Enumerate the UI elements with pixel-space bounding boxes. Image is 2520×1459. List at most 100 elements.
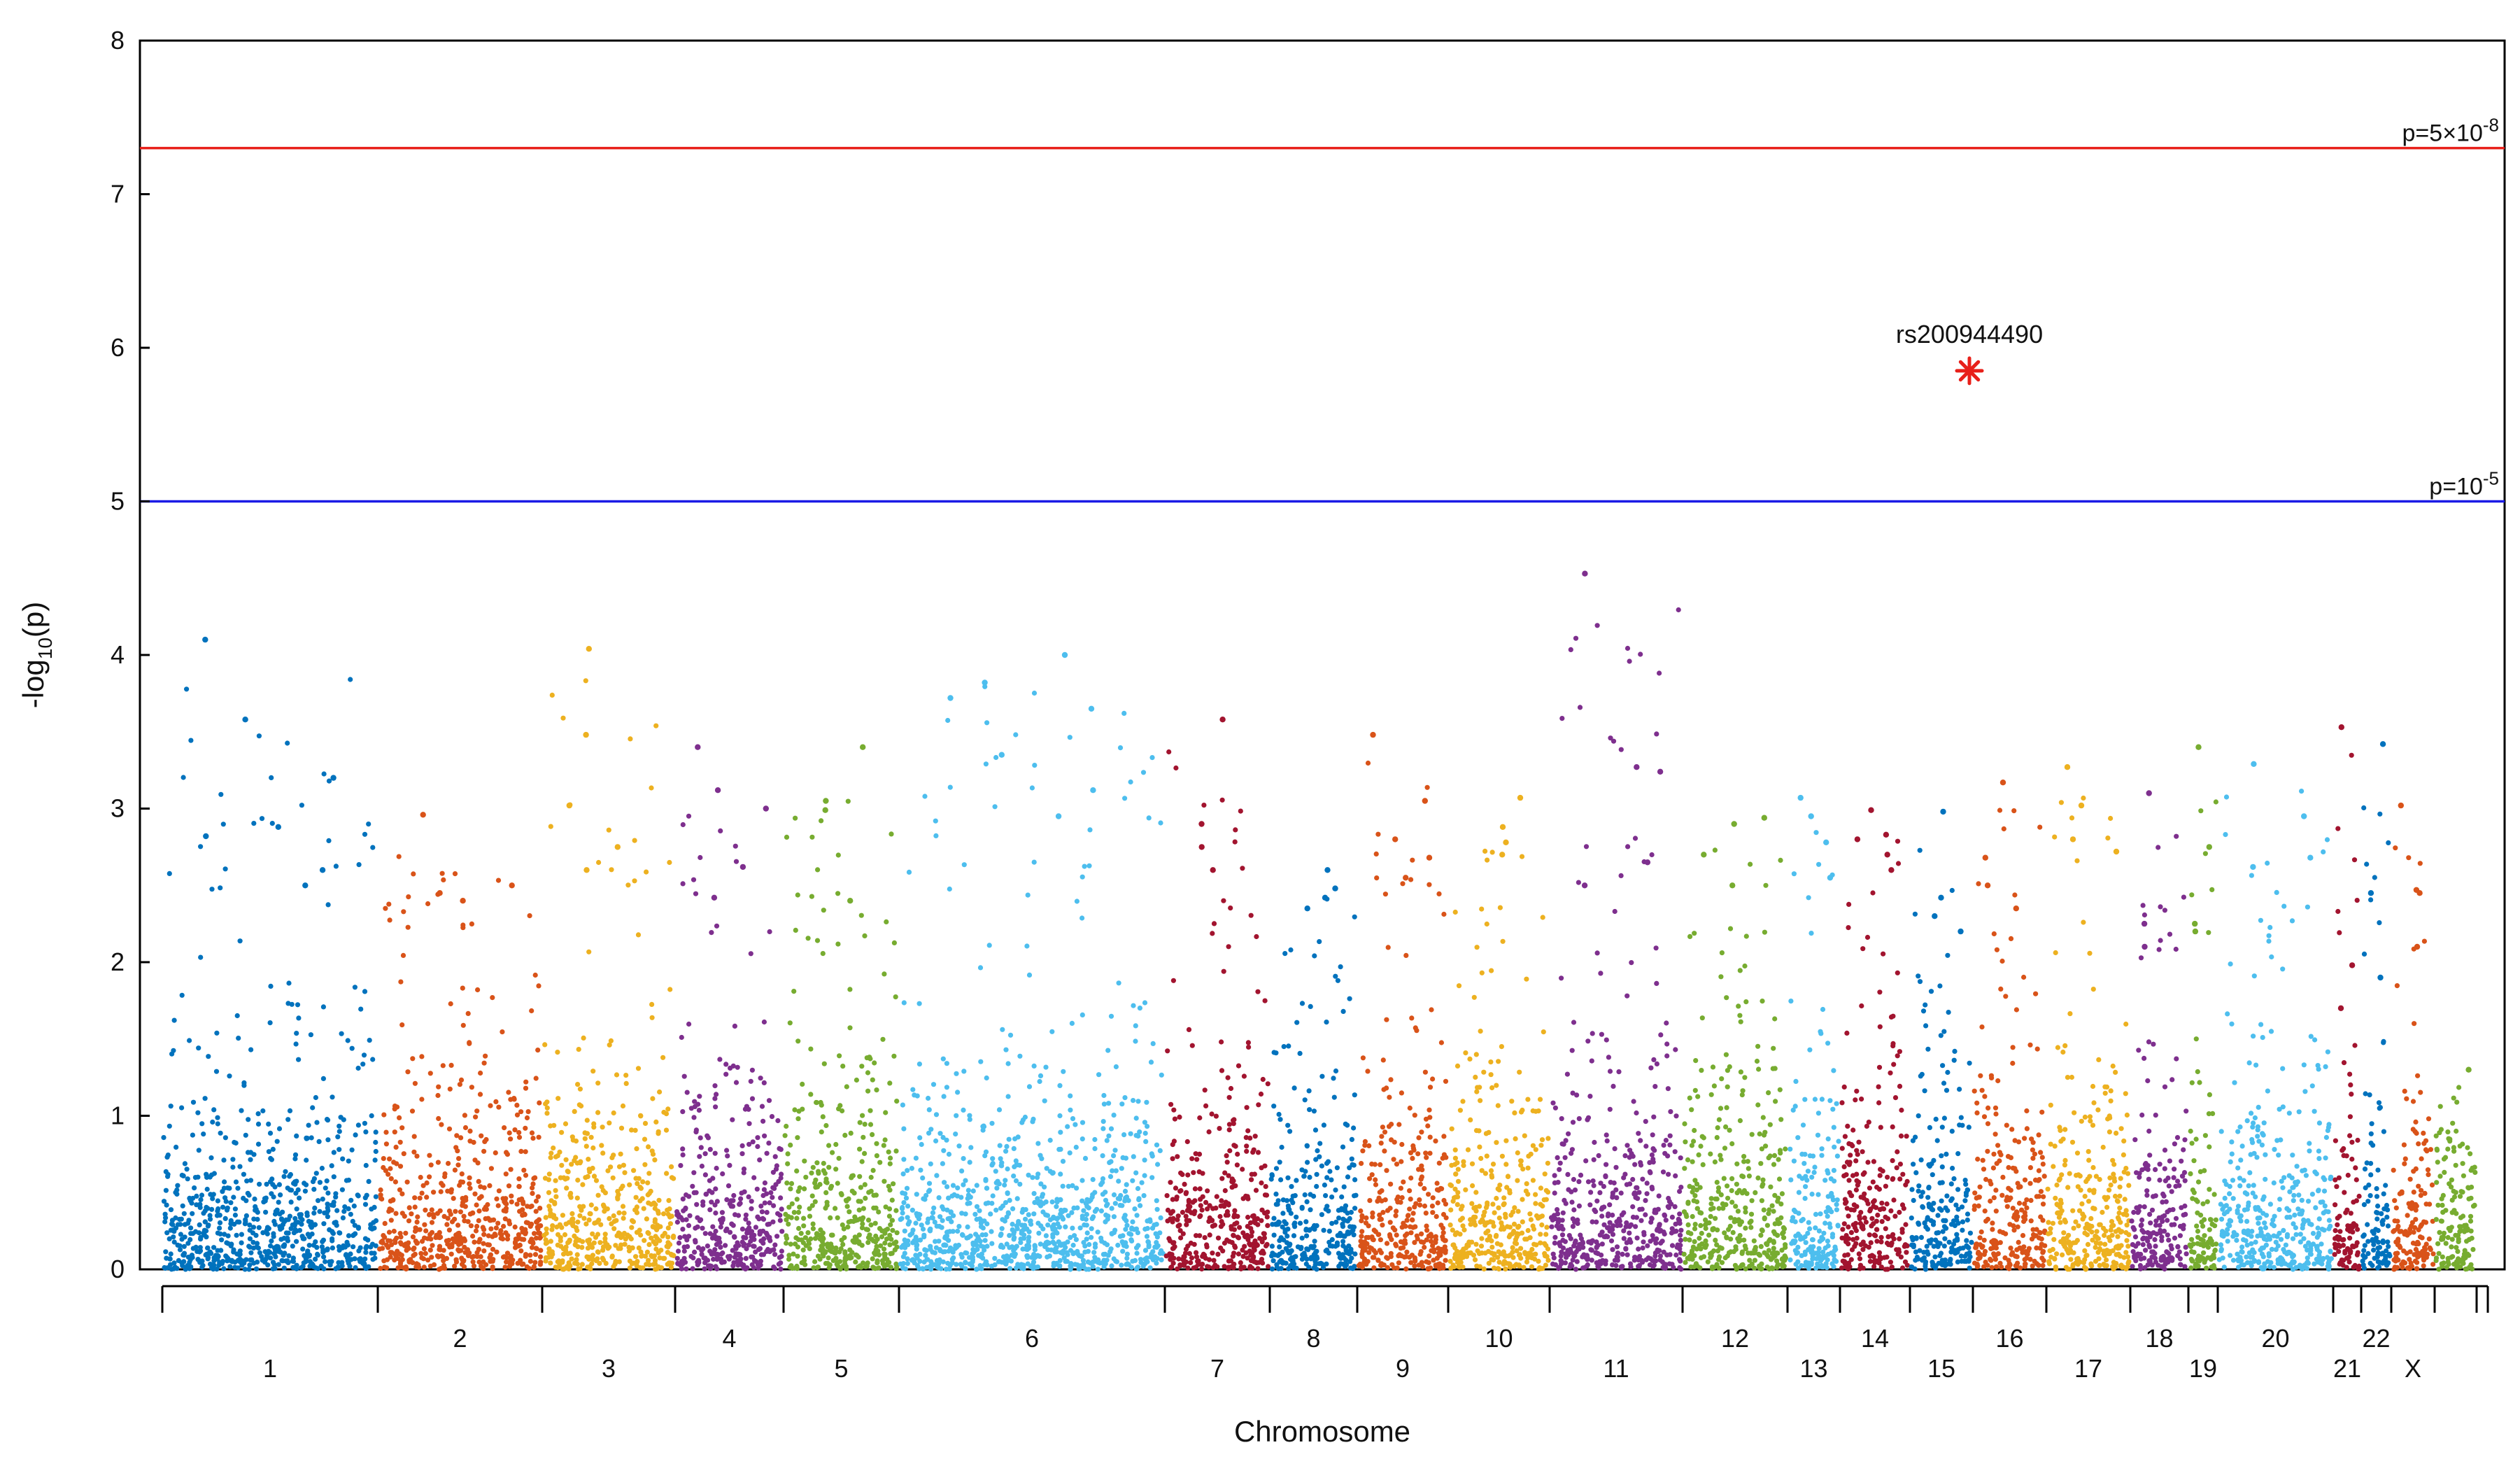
snp-point [1116, 980, 1121, 986]
snp-point [1543, 1262, 1548, 1268]
snp-point [563, 1248, 569, 1253]
snp-point [1299, 1167, 1305, 1173]
snp-point [1194, 1233, 1199, 1239]
snp-point [807, 1213, 813, 1219]
snp-point [325, 902, 331, 908]
snp-point [1049, 1171, 1055, 1176]
snp-point [1142, 1000, 1148, 1006]
snp-point [1124, 1255, 1130, 1261]
snp-point [839, 1237, 844, 1243]
snp-point [1503, 1260, 1509, 1266]
snp-point [409, 1211, 414, 1217]
snp-point [910, 1257, 916, 1262]
snp-point [1133, 1133, 1139, 1139]
snp-point [857, 1216, 863, 1222]
snp-point [777, 1218, 783, 1223]
snp-point [190, 1246, 196, 1251]
snp-point [568, 1194, 574, 1200]
snp-point [837, 1053, 842, 1059]
snp-point [1317, 939, 1322, 945]
snp-point [300, 1236, 306, 1241]
snp-point [1424, 1237, 1429, 1243]
snp-point [648, 1188, 653, 1194]
snp-point [809, 1203, 815, 1208]
snp-point [1082, 1249, 1088, 1255]
snp-point [1038, 1223, 1044, 1229]
snp-point [1472, 1257, 1478, 1262]
snp-point [977, 1208, 982, 1213]
snp-point [204, 1173, 210, 1178]
snp-point [857, 1263, 863, 1269]
snp-point [1003, 1148, 1009, 1154]
snp-point [1193, 1264, 1198, 1270]
snp-point [623, 1080, 629, 1086]
snp-point [1380, 1210, 1386, 1215]
snp-point [553, 1264, 558, 1270]
snp-point [917, 1135, 923, 1141]
snp-point [313, 1171, 319, 1176]
snp-point [680, 1217, 686, 1222]
snp-point [1363, 1220, 1369, 1226]
snp-point [1131, 1154, 1136, 1160]
snp-point [661, 1211, 667, 1217]
snp-point [215, 1198, 220, 1204]
snp-point [945, 717, 951, 724]
snp-point [493, 1225, 500, 1231]
snp-point [590, 1231, 595, 1236]
snp-point [894, 1264, 900, 1269]
snp-point [1440, 1234, 1445, 1239]
snp-point [1321, 1227, 1326, 1233]
snp-point [1168, 1211, 1174, 1216]
snp-point [546, 1190, 552, 1195]
snp-point [529, 1008, 535, 1014]
snp-point [458, 1077, 465, 1083]
snp-point [1080, 1136, 1085, 1142]
snp-point [1455, 1190, 1461, 1195]
snp-point [925, 1257, 930, 1262]
snp-point [1032, 763, 1038, 768]
snp-point [544, 1240, 550, 1246]
snp-point [835, 852, 841, 858]
snp-point [874, 1141, 879, 1146]
snp-point [353, 1132, 358, 1138]
snp-point [467, 1040, 472, 1045]
snp-point [534, 1246, 539, 1252]
snp-point [334, 1208, 340, 1213]
snp-point [1135, 1230, 1140, 1236]
snp-point [1245, 1194, 1250, 1199]
snp-point [1218, 1245, 1224, 1251]
snp-point [1142, 1248, 1149, 1253]
snp-point [860, 1113, 865, 1118]
snp-point [1257, 1236, 1263, 1241]
snp-point [1017, 1181, 1023, 1187]
snp-point [169, 1221, 175, 1227]
snp-point [209, 1206, 215, 1212]
snp-point [1235, 1234, 1240, 1240]
snp-point [1157, 1230, 1163, 1236]
snp-point [1275, 1253, 1281, 1258]
snp-point [1454, 1063, 1461, 1069]
snp-point [303, 1182, 309, 1187]
snp-point [642, 1238, 647, 1243]
snp-point [1166, 749, 1172, 755]
snp-point [1308, 1207, 1313, 1213]
snp-point [411, 1134, 417, 1139]
snp-point [363, 1265, 369, 1271]
snp-point [967, 1160, 972, 1165]
snp-point [984, 1075, 989, 1081]
snp-point [841, 1226, 847, 1232]
snp-point [1105, 1253, 1111, 1258]
snp-point [1494, 1083, 1499, 1088]
snp-point [575, 1244, 581, 1250]
snp-point [686, 1234, 692, 1239]
snp-point [1433, 1139, 1438, 1144]
snp-point [971, 1250, 977, 1255]
snp-point [901, 1000, 907, 1006]
snp-point [982, 1247, 987, 1253]
snp-point [1457, 1232, 1463, 1237]
snp-point [989, 1229, 994, 1234]
snp-point [340, 1215, 346, 1220]
snp-point [1223, 1199, 1229, 1205]
snp-point [467, 1175, 472, 1180]
snp-point [474, 1250, 480, 1255]
